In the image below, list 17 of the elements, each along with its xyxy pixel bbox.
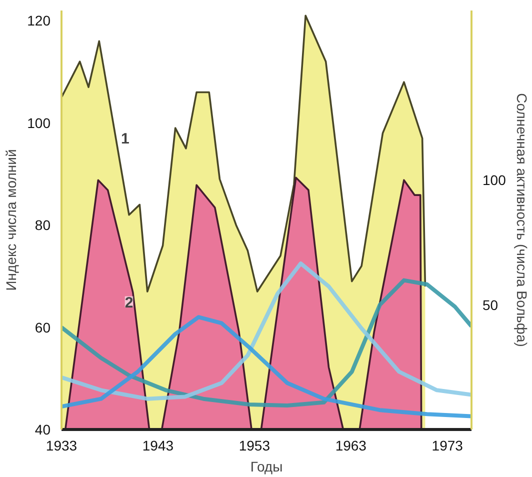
- x-tick-label: 1943: [142, 438, 174, 454]
- x-tick-label: 1973: [432, 438, 464, 454]
- annotation: 2: [124, 294, 134, 312]
- y-tick-label: 40: [34, 422, 51, 438]
- y-tick-label: 100: [27, 114, 51, 131]
- y2-axis-title: Солнечная активность (числа Вольфа): [514, 93, 530, 347]
- y-axis-title: Индекс числа молний: [3, 149, 20, 291]
- y2-tick-label: 50: [482, 296, 498, 313]
- x-axis-title: Годы: [250, 458, 283, 474]
- x-tick-label: 1963: [335, 438, 367, 454]
- x-tick-label: 1953: [238, 438, 270, 454]
- y2-tick-label: 100: [482, 172, 506, 188]
- y-tick-label: 80: [34, 217, 51, 234]
- x-tick-label: 1933: [46, 438, 78, 454]
- y-tick-label: 60: [34, 319, 51, 336]
- annotation: 1: [121, 130, 130, 148]
- y-tick-label: 120: [27, 12, 51, 29]
